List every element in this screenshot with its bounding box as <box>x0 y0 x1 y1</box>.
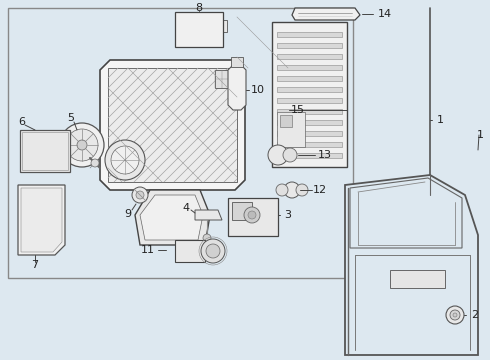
Bar <box>228 198 278 236</box>
Text: 1: 1 <box>437 115 443 125</box>
Bar <box>277 76 342 81</box>
Bar <box>277 153 342 158</box>
Bar <box>277 54 342 59</box>
Bar <box>390 270 445 288</box>
Text: 2: 2 <box>471 310 479 320</box>
Circle shape <box>453 313 457 317</box>
Circle shape <box>244 207 260 223</box>
Circle shape <box>450 310 460 320</box>
Circle shape <box>91 159 99 167</box>
Bar <box>277 98 342 103</box>
Text: 7: 7 <box>31 260 39 270</box>
Polygon shape <box>18 185 65 255</box>
Circle shape <box>296 184 308 196</box>
Bar <box>175 240 205 262</box>
Text: 9: 9 <box>124 209 131 219</box>
Polygon shape <box>345 175 478 355</box>
Circle shape <box>268 145 288 165</box>
Bar <box>277 109 342 114</box>
Polygon shape <box>292 8 360 20</box>
Bar <box>231 57 243 67</box>
Bar <box>215 70 237 88</box>
Bar <box>277 112 305 147</box>
Text: 5: 5 <box>68 113 74 123</box>
Bar <box>277 120 342 125</box>
Polygon shape <box>135 190 210 245</box>
Text: 4: 4 <box>182 203 190 213</box>
Circle shape <box>248 211 256 219</box>
Bar <box>8 8 353 278</box>
Polygon shape <box>350 178 462 248</box>
Bar <box>277 142 342 147</box>
Circle shape <box>201 239 225 263</box>
Polygon shape <box>195 210 222 220</box>
Bar <box>277 43 342 48</box>
Text: 10: 10 <box>251 85 265 95</box>
Polygon shape <box>140 195 203 240</box>
Text: 6: 6 <box>19 117 25 127</box>
Text: 1: 1 <box>476 130 484 140</box>
Bar <box>221 20 227 32</box>
Bar <box>22 132 68 170</box>
Text: 13: 13 <box>318 150 332 160</box>
Polygon shape <box>228 65 246 110</box>
Circle shape <box>136 191 144 199</box>
Bar <box>277 32 342 37</box>
Bar <box>272 22 347 167</box>
Circle shape <box>284 182 300 198</box>
Text: 11: 11 <box>141 245 155 255</box>
Circle shape <box>111 146 139 174</box>
Bar <box>277 131 342 136</box>
Text: 14: 14 <box>378 9 392 19</box>
Polygon shape <box>21 188 62 252</box>
Circle shape <box>276 184 288 196</box>
Circle shape <box>203 234 211 242</box>
Circle shape <box>283 148 297 162</box>
Circle shape <box>105 140 145 180</box>
Circle shape <box>446 306 464 324</box>
Circle shape <box>60 123 104 167</box>
Bar <box>280 115 292 127</box>
Circle shape <box>77 140 87 150</box>
Bar <box>178 15 196 29</box>
Text: 15: 15 <box>291 105 305 115</box>
Text: 3: 3 <box>285 210 292 220</box>
Bar <box>232 202 252 220</box>
Text: 8: 8 <box>196 3 202 13</box>
Circle shape <box>66 129 98 161</box>
Bar <box>108 68 237 182</box>
Bar <box>20 130 70 172</box>
Circle shape <box>206 244 220 258</box>
Bar <box>277 65 342 70</box>
Text: 12: 12 <box>313 185 327 195</box>
Bar <box>277 87 342 92</box>
Circle shape <box>132 187 148 203</box>
Bar <box>175 12 223 47</box>
Polygon shape <box>100 60 245 190</box>
